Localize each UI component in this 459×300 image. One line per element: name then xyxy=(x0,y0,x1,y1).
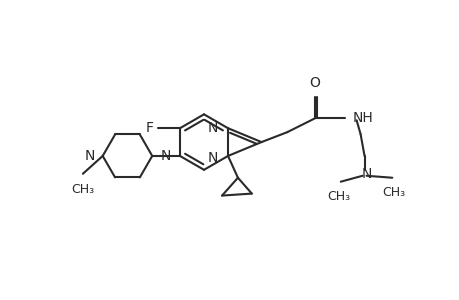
Text: NH: NH xyxy=(352,111,373,125)
Text: O: O xyxy=(309,76,320,90)
Text: N: N xyxy=(160,149,170,163)
Text: N: N xyxy=(84,149,95,163)
Text: CH₃: CH₃ xyxy=(326,190,350,202)
Text: N: N xyxy=(207,121,218,135)
Text: CH₃: CH₃ xyxy=(382,186,405,199)
Text: N: N xyxy=(207,151,218,165)
Text: F: F xyxy=(145,121,153,135)
Text: N: N xyxy=(361,167,371,181)
Text: CH₃: CH₃ xyxy=(71,183,94,196)
